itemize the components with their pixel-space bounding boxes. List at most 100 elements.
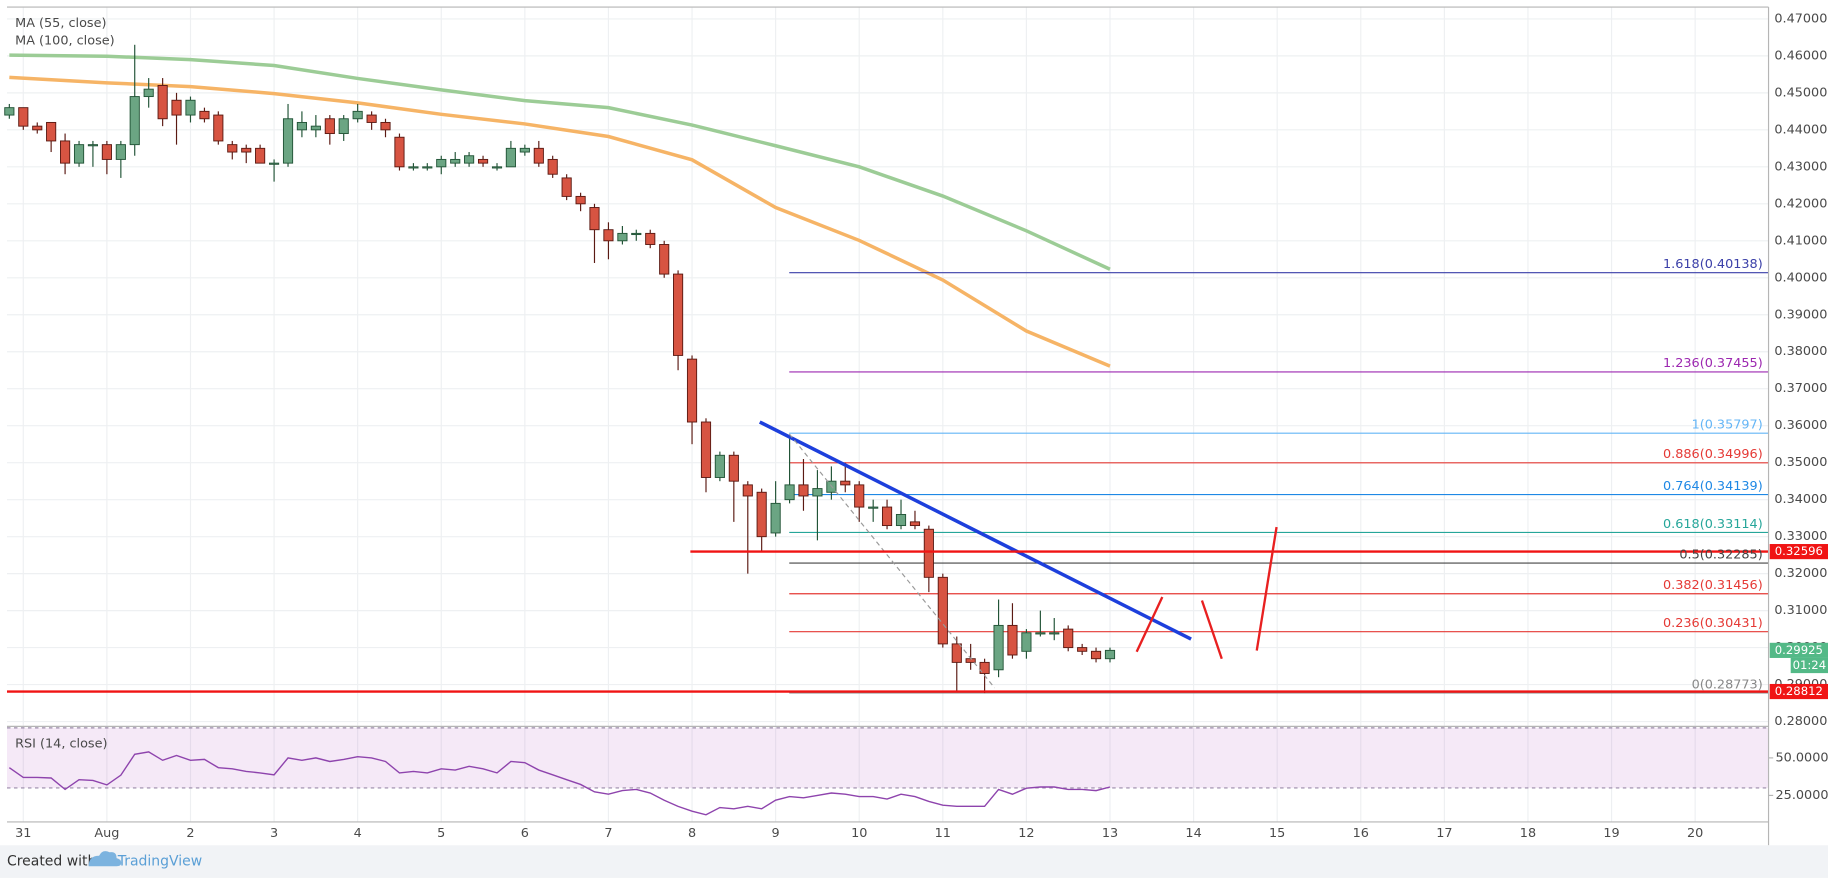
candle-body	[324, 118, 335, 135]
mark-layer	[4, 44, 1769, 816]
y-tick-label: 0.35000	[1774, 455, 1827, 470]
fib-label: 0(0.28773)	[1692, 677, 1763, 692]
candle-body	[171, 99, 182, 116]
x-tick-label: 4	[354, 826, 362, 841]
x-tick-label: 5	[437, 826, 445, 841]
rsi-band	[6, 727, 1769, 788]
x-tick-label: 11	[935, 826, 951, 841]
y-tick-label: 0.39000	[1774, 307, 1827, 322]
y-tick-label: 0.40000	[1774, 270, 1827, 285]
candle-body	[519, 147, 530, 153]
footer-bar	[0, 845, 1828, 878]
candle-body	[756, 491, 767, 538]
candle-body	[714, 454, 725, 478]
x-tick-label: 31	[15, 826, 31, 841]
candle-body	[60, 140, 71, 164]
candle-body	[909, 521, 921, 527]
y-tick-label: 0.33000	[1774, 529, 1827, 544]
x-tick-label: 12	[1018, 826, 1034, 841]
trendline	[788, 433, 996, 689]
y-tick-label: 0.28000	[1774, 714, 1827, 729]
y-tick-label: 0.38000	[1774, 344, 1827, 359]
y-tick-label: 0.44000	[1774, 122, 1827, 137]
candle-body	[812, 488, 823, 497]
price-tag-label: 0.32596	[1775, 544, 1823, 558]
y-tick-label: 0.32000	[1774, 566, 1827, 581]
candle-body	[1077, 647, 1088, 652]
x-tick-label: 19	[1603, 826, 1619, 841]
x-tick-label: 15	[1269, 826, 1285, 841]
last-price-tag	[1769, 642, 1828, 658]
candle-body	[4, 107, 15, 116]
x-tick-label: 20	[1687, 826, 1703, 841]
footer-text: Created with	[7, 854, 96, 870]
candle-body	[993, 624, 1004, 671]
y-tick-label: 0.41000	[1774, 233, 1827, 248]
candle-body	[1049, 632, 1060, 635]
candle-body	[854, 484, 865, 508]
last-price-label: 0.29925	[1775, 643, 1823, 657]
candle-body	[241, 147, 252, 153]
candle-body	[143, 88, 154, 98]
candle-body	[157, 85, 168, 120]
y-tick-label: 0.43000	[1774, 159, 1827, 174]
legend-entry: RSI (14, close)	[15, 736, 107, 751]
candle-body	[673, 273, 684, 356]
fib-label: 1.618(0.40138)	[1663, 257, 1763, 272]
candle-body	[951, 643, 962, 663]
x-tick-label: 7	[604, 826, 612, 841]
candle-body	[338, 118, 349, 135]
candle-body	[770, 502, 781, 534]
x-tick-label: 10	[851, 826, 867, 841]
y-tick-label: 0.45000	[1774, 85, 1827, 100]
brand-logo	[88, 851, 122, 867]
candle-body	[296, 121, 307, 131]
candle-body	[742, 484, 753, 497]
candle-body	[436, 158, 447, 168]
candle-body	[46, 121, 57, 142]
candle-body	[408, 166, 419, 169]
countdown-tag	[1790, 657, 1828, 674]
candle-body	[505, 147, 516, 168]
candle-body	[491, 166, 503, 169]
candle-body	[450, 158, 461, 164]
y-tick-label: 0.47000	[1774, 11, 1827, 26]
x-tick-label: 17	[1436, 826, 1452, 841]
projection-stroke	[1255, 526, 1278, 651]
y-tick-label: 0.42000	[1774, 196, 1827, 211]
candle-body	[310, 125, 321, 131]
candle-body	[394, 136, 405, 168]
candle-body	[700, 421, 712, 478]
candle-body	[784, 484, 795, 501]
label-layer: 0.280000.290000.300000.310000.320000.330…	[15, 11, 1828, 841]
candle-body	[686, 358, 698, 423]
candle-body	[129, 96, 140, 146]
candle-body	[101, 144, 112, 160]
fib-label: 1(0.35797)	[1692, 418, 1763, 433]
candle-body	[199, 110, 210, 120]
rsi-line	[8, 751, 1111, 816]
grid-layer	[6, 7, 1769, 822]
footer-brand: TradingView	[117, 854, 202, 870]
candle-body	[213, 114, 224, 142]
candle-body	[380, 121, 391, 131]
x-tick-label: 16	[1353, 826, 1369, 841]
candle-body	[255, 147, 266, 164]
y-tick-label: 0.36000	[1774, 418, 1827, 433]
candle-body	[352, 110, 363, 120]
candle-body	[185, 99, 196, 116]
candle-body	[1021, 632, 1032, 652]
candle-body	[73, 144, 85, 164]
candle-body	[728, 454, 739, 482]
candle-body	[87, 144, 99, 147]
candle-body	[1090, 650, 1102, 660]
y-tick-label: 25.0000	[1776, 788, 1828, 803]
x-tick-label: 13	[1102, 826, 1118, 841]
legend-entry: MA (55, close)	[15, 16, 106, 31]
candle-body	[464, 155, 475, 164]
candle-body	[366, 114, 377, 123]
price-tag-label: 0.28812	[1775, 684, 1823, 698]
y-tick-label: 0.31000	[1774, 603, 1827, 618]
